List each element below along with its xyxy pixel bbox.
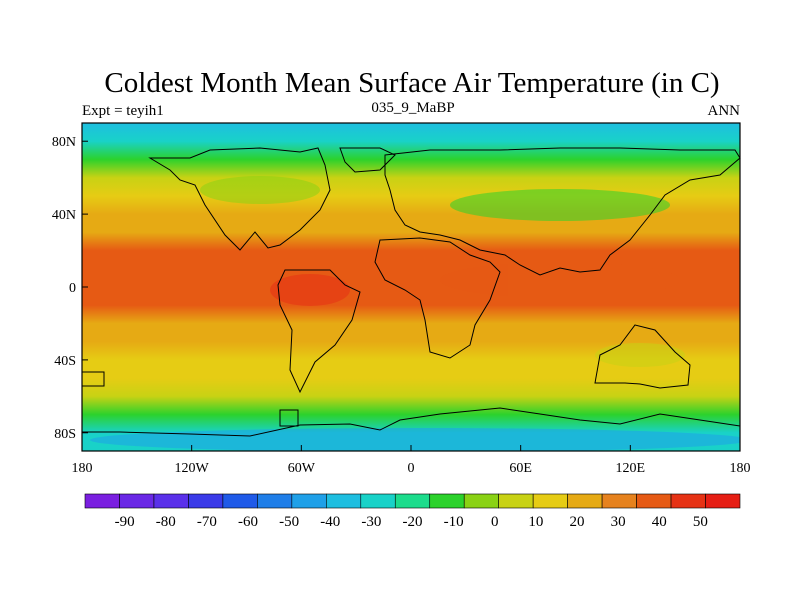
- x-tick-label: 0: [408, 461, 415, 476]
- coastlines: [81, 147, 741, 437]
- regional-anomalies: [90, 176, 740, 451]
- colorbar: -90 -80 -70 -60 -50 -40 -30 -20 -10 0 10 20 30 40 50: [84, 493, 741, 530]
- colorbar-label: 10: [528, 514, 543, 530]
- colorbar-swatch: [601, 493, 637, 509]
- colorbar-swatch: [567, 493, 603, 509]
- colorbar-swatch: [636, 493, 672, 509]
- north-america-coast: [148, 147, 331, 251]
- antarctic-peninsula-coast: [279, 409, 299, 427]
- colorbar-label: 50: [693, 514, 708, 530]
- colorbar-label: 20: [569, 514, 584, 530]
- antarctica-coast: [82, 407, 741, 437]
- colorbar-swatch: [188, 493, 224, 509]
- colorbar-label: -40: [320, 514, 340, 530]
- x-tick-label: 180: [730, 461, 751, 476]
- australia-coast: [594, 324, 691, 389]
- colorbar-swatch: [84, 493, 120, 509]
- colorbar-swatch: [670, 493, 706, 509]
- season-label: ANN: [708, 103, 741, 119]
- colorbar-label: -10: [444, 514, 464, 530]
- y-tick-label: 40N: [52, 208, 76, 223]
- colorbar-label: -30: [361, 514, 381, 530]
- colorbar-label: 40: [652, 514, 667, 530]
- colorbar-swatch: [257, 493, 293, 509]
- plot-title: Coldest Month Mean Surface Air Temperatu…: [104, 67, 719, 99]
- hot-australia: [595, 343, 685, 367]
- y-tick-label: 80S: [54, 427, 76, 442]
- cold-siberia: [450, 189, 670, 221]
- colorbar-swatch: [532, 493, 568, 509]
- x-tick-label: 120E: [616, 461, 646, 476]
- period-label: 035_9_MaBP: [371, 100, 454, 116]
- africa-coast: [374, 237, 501, 359]
- x-tick-label: 120W: [175, 461, 210, 476]
- colorbar-label: 30: [611, 514, 626, 530]
- colorbar-swatch: [498, 493, 534, 509]
- experiment-label: Expt = teyih1: [82, 103, 164, 119]
- cold-antarctica: [90, 428, 740, 451]
- colorbar-swatch: [119, 493, 155, 509]
- colorbar-label: 0: [491, 514, 499, 530]
- temperature-map: 180 120W 60W 0 60E 120E 180 80N 40N 0 40S 80S: [52, 122, 751, 476]
- colorbar-swatch: [222, 493, 258, 509]
- colorbar-swatch: [291, 493, 327, 509]
- latitude-ticks: 80N 40N 0 40S 80S: [52, 135, 88, 442]
- colorbar-label: -90: [115, 514, 135, 530]
- x-tick-label: 60W: [288, 461, 316, 476]
- x-tick-label: 180: [72, 461, 93, 476]
- colorbar-label: -20: [403, 514, 423, 530]
- y-tick-label: 0: [69, 281, 76, 296]
- colorbar-swatch: [326, 493, 362, 509]
- colorbar-swatch: [394, 493, 431, 509]
- y-tick-label: 80N: [52, 135, 76, 150]
- colorbar-swatch: [153, 493, 189, 509]
- cold-north-america: [200, 176, 320, 204]
- colorbar-label: -80: [156, 514, 176, 530]
- colorbar-swatch: [705, 493, 741, 509]
- colorbar-swatch: [360, 493, 396, 509]
- colorbar-label: -50: [279, 514, 299, 530]
- south-america-coast: [277, 269, 361, 394]
- hot-africa-asia: [440, 262, 680, 298]
- longitude-ticks: 180 120W 60W 0 60E 120E 180: [72, 445, 751, 476]
- eurasia-coast: [384, 147, 741, 276]
- colorbar-swatch: [429, 493, 465, 509]
- greenland-coast: [339, 147, 396, 173]
- x-tick-label: 60E: [509, 461, 532, 476]
- colorbar-swatch: [463, 493, 499, 509]
- hot-tropical-america: [270, 274, 350, 306]
- colorbar-label: -70: [197, 514, 217, 530]
- y-tick-label: 40S: [54, 354, 76, 369]
- colorbar-label: -60: [238, 514, 258, 530]
